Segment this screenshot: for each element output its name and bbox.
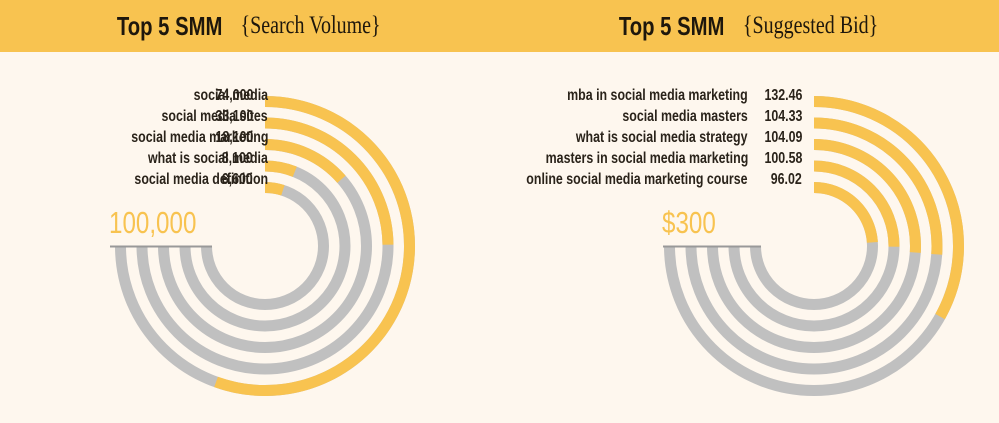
right-label-1: social media masters	[622, 108, 748, 125]
left-label-2: social media marketing	[130, 129, 268, 146]
search-volume-header: Top 5 SMM {Search Volume}	[0, 0, 500, 52]
left-label-1: social media sites	[161, 108, 268, 125]
search-volume-title: Top 5 SMM	[116, 10, 223, 41]
ring-value-arc	[264, 139, 346, 183]
ring-value-arc	[813, 117, 943, 255]
ring-track	[201, 182, 329, 310]
ring-track	[179, 160, 351, 332]
ring-value-arc	[813, 182, 878, 243]
left-value-4: 6,600	[221, 171, 253, 188]
suggested-bid-panel: Top 5 SMM {Suggested Bid} mba in social …	[500, 0, 999, 423]
suggested-bid-header: Top 5 SMM {Suggested Bid}	[500, 0, 999, 52]
search-volume-subtitle: {Search Volume}	[240, 12, 381, 39]
search-volume-radial-chart	[110, 96, 415, 396]
left-label-0: social media	[193, 87, 268, 104]
suggested-bid-subtitle: {Suggested Bid}	[742, 12, 878, 39]
left-label-3: what is social media	[148, 150, 268, 167]
right-label-3: masters in social media marketing	[545, 150, 748, 167]
ring-value-arc	[813, 96, 964, 320]
ring-value-arc	[813, 160, 900, 247]
right-value-0: 132.46	[764, 87, 802, 104]
right-value-3: 100.58	[764, 150, 802, 167]
ring-value-arc	[264, 182, 285, 196]
search-volume-panel: Top 5 SMM {Search Volume} social media s…	[0, 0, 500, 423]
left-value-1: 33,100	[215, 108, 253, 125]
right-value-1: 104.33	[764, 108, 802, 125]
right-value-4: 96.02	[770, 171, 802, 188]
search-volume-max-label: 100,000	[109, 205, 197, 240]
right-label-0: mba in social media marketing	[567, 87, 748, 104]
ring-value-arc	[264, 117, 394, 245]
left-value-2: 18,100	[215, 129, 253, 146]
right-label-2: what is social media strategy	[576, 129, 748, 146]
left-value-0: 74,000	[215, 87, 253, 104]
suggested-bid-radial-chart	[663, 96, 964, 396]
ring-value-arc	[813, 139, 921, 253]
left-value-3: 8,100	[221, 150, 253, 167]
suggested-bid-max-label: $300	[662, 205, 716, 240]
right-value-2: 104.09	[764, 129, 802, 146]
ring-value-arc	[264, 160, 297, 177]
ring-value-arc	[214, 96, 415, 396]
right-label-4: online social media marketing course	[526, 171, 748, 188]
left-label-4: social media definition	[134, 171, 268, 188]
suggested-bid-title: Top 5 SMM	[619, 10, 725, 41]
